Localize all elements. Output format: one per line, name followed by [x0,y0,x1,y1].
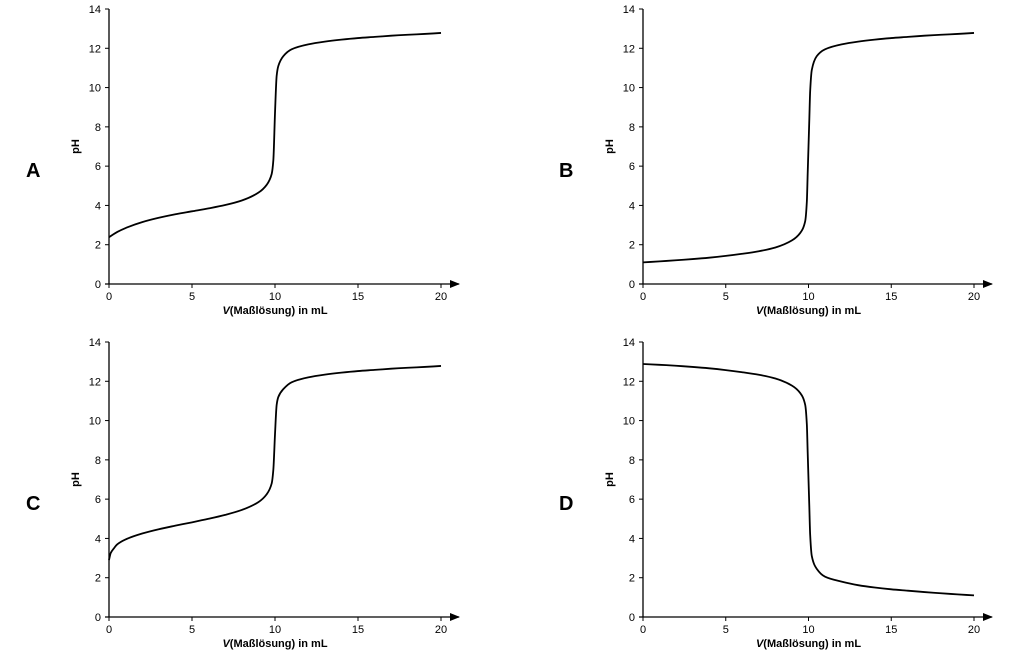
chart-panel-d: D 0 2 4 6 8 10 12 14 0 5 10 15 20 pH V(Maßlösung) in mL [559,337,993,650]
x-axis-title: V(Maßlösung) in mL [756,638,861,650]
y-tick-label: 10 [89,416,101,428]
titration-curve [642,32,975,264]
y-tick-label: 12 [623,376,635,388]
x-tick-label: 20 [435,291,447,303]
y-tick-label: 6 [95,494,101,506]
x-axis-title-italic: V [756,305,765,317]
y-tick-label: 10 [623,416,635,428]
y-axis-title: pH [70,472,82,487]
x-axis-title: V(Maßlösung) in mL [756,305,861,317]
y-tick-label: 12 [623,43,635,55]
x-tick-label: 5 [723,291,729,303]
y-tick-label: 0 [629,612,635,624]
y-tick-label: 2 [629,573,635,585]
x-axis-title: V(Maßlösung) in mL [222,305,327,317]
chart-panel-a: A 0 2 4 6 8 10 12 14 0 5 10 15 20 pH V(Maßlösung) in mL [26,4,460,317]
x-tick-label: 10 [802,624,814,636]
x-tick-label: 0 [106,291,112,303]
x-axis-title: V(Maßlösung) in mL [222,638,327,650]
x-axis-title-rest: (Maßlösung) in mL [763,638,861,650]
y-tick-label: 0 [95,279,101,291]
y-tick-label: 6 [95,161,101,173]
x-tick-label: 10 [269,291,281,303]
y-tick-label: 0 [629,279,635,291]
titration-curve [642,363,975,597]
y-tick-label: 10 [89,83,101,95]
x-axis-title-italic: V [756,638,765,650]
x-tick-label: 0 [106,624,112,636]
x-tick-label: 0 [640,291,646,303]
y-tick-label: 0 [95,612,101,624]
titration-curve [108,32,442,239]
x-tick-label: 15 [885,624,897,636]
x-axis-title-italic: V [222,305,231,317]
y-axis-title: pH [604,139,616,154]
y-tick-label: 4 [95,533,101,545]
x-tick-label: 0 [640,624,646,636]
x-tick-label: 15 [352,291,364,303]
panel-letter: D [559,493,573,515]
y-tick-label: 2 [629,240,635,252]
x-tick-label: 5 [189,624,195,636]
x-axis-title-italic: V [222,638,231,650]
y-tick-label: 14 [623,4,635,16]
y-tick-label: 4 [629,533,635,545]
y-tick-label: 10 [623,83,635,95]
panel-letter: B [559,160,573,182]
y-tick-label: 14 [89,4,101,16]
y-tick-label: 12 [89,43,101,55]
y-tick-label: 8 [95,455,101,467]
titration-curve [108,365,442,561]
x-tick-label: 20 [435,624,447,636]
y-axis-title: pH [604,472,616,487]
y-tick-label: 8 [629,122,635,134]
x-tick-label: 20 [968,624,980,636]
x-tick-label: 10 [802,291,814,303]
x-tick-label: 5 [189,291,195,303]
x-tick-label: 15 [885,291,897,303]
y-tick-label: 2 [95,573,101,585]
y-tick-label: 12 [89,376,101,388]
y-tick-label: 8 [95,122,101,134]
y-tick-label: 4 [95,200,101,212]
x-tick-label: 5 [723,624,729,636]
chart-panel-b: B 0 2 4 6 8 10 12 14 0 5 10 15 20 pH V(Maßlösung) in mL [559,4,993,317]
y-tick-label: 8 [629,455,635,467]
y-tick-label: 4 [629,200,635,212]
panel-letter: C [26,493,40,515]
panel-letter: A [26,160,40,182]
x-axis-title-rest: (Maßlösung) in mL [230,305,328,317]
y-tick-label: 14 [89,337,101,349]
y-axis-title: pH [70,139,82,154]
y-tick-label: 2 [95,240,101,252]
x-tick-label: 10 [269,624,281,636]
y-tick-label: 6 [629,494,635,506]
y-tick-label: 6 [629,161,635,173]
x-axis-title-rest: (Maßlösung) in mL [230,638,328,650]
x-tick-label: 20 [968,291,980,303]
x-tick-label: 15 [352,624,364,636]
x-axis-title-rest: (Maßlösung) in mL [763,305,861,317]
chart-panel-c: C 0 2 4 6 8 10 12 14 0 5 10 15 20 pH V(Maßlösung) in mL [26,337,460,650]
y-tick-label: 14 [623,337,635,349]
